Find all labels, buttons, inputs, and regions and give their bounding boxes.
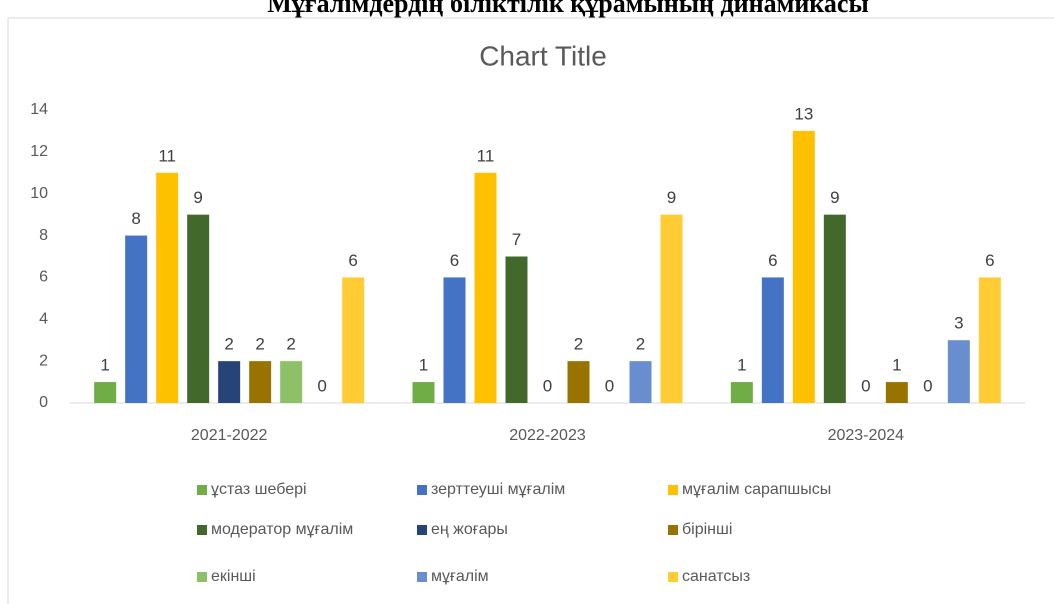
bar	[823, 214, 846, 403]
legend-swatch	[197, 572, 207, 582]
legend-label: ең жоғары	[431, 521, 508, 538]
bar	[505, 256, 528, 403]
bar	[567, 361, 590, 403]
data-label: 9	[830, 188, 839, 207]
bar	[885, 382, 908, 403]
legend-swatch	[668, 572, 678, 582]
legend-label: екінші	[211, 568, 256, 585]
bar	[125, 235, 148, 403]
data-label: 0	[605, 376, 614, 395]
bar	[978, 277, 1001, 403]
data-label: 6	[768, 251, 777, 270]
bar	[342, 277, 365, 403]
data-label: 0	[861, 376, 870, 395]
legend-label: ұстаз шебері	[211, 481, 307, 498]
legend-label: модератор мұғалім	[211, 521, 353, 538]
y-tick-label: 14	[30, 101, 48, 118]
legend-swatch	[668, 525, 678, 535]
data-label: 13	[794, 104, 813, 123]
data-label: 6	[348, 251, 357, 270]
bar	[660, 214, 683, 403]
data-label: 11	[477, 146, 495, 165]
data-label: 0	[317, 376, 326, 395]
legend-swatch	[197, 525, 207, 535]
bar	[730, 382, 753, 403]
bar	[629, 361, 652, 403]
chart-frame	[7, 17, 1054, 604]
data-label: 9	[193, 188, 202, 207]
data-label: 1	[100, 356, 109, 375]
legend-swatch	[417, 572, 427, 582]
data-label: 6	[985, 251, 994, 270]
bar	[412, 382, 435, 403]
y-tick-label: 12	[30, 143, 48, 160]
bar	[947, 340, 970, 403]
x-tick-label: 2021-2022	[191, 427, 268, 444]
chart-title: Chart Title	[479, 40, 607, 71]
x-tick-label: 2022-2023	[509, 427, 586, 444]
legend-label: зерттеуші мұғалім	[431, 481, 565, 498]
data-label: 3	[954, 314, 963, 333]
data-label: 1	[419, 356, 428, 375]
data-label: 1	[737, 356, 746, 375]
y-tick-label: 8	[39, 227, 48, 244]
data-label: 1	[892, 356, 901, 375]
bar	[474, 172, 497, 403]
x-tick-label: 2023-2024	[828, 427, 905, 444]
data-label: 7	[512, 230, 521, 249]
data-label: 11	[158, 146, 176, 165]
y-tick-label: 10	[30, 185, 48, 202]
bar	[218, 361, 241, 403]
data-label: 0	[543, 376, 552, 395]
data-label: 0	[923, 376, 932, 395]
legend-swatch	[668, 485, 678, 495]
data-label: 2	[286, 335, 295, 354]
data-label: 2	[636, 335, 645, 354]
bar	[249, 361, 272, 403]
heading: Мұғалімдердің біліктілік құрамының динам…	[267, 0, 869, 18]
data-label: 6	[450, 251, 459, 270]
legend-swatch	[197, 485, 207, 495]
y-tick-label: 0	[39, 394, 48, 411]
data-label: 2	[255, 335, 264, 354]
legend-swatch	[417, 485, 427, 495]
bar	[94, 382, 117, 403]
data-label: 2	[574, 335, 583, 354]
y-tick-label: 2	[39, 352, 48, 369]
y-tick-label: 6	[39, 269, 48, 286]
bar	[156, 172, 179, 403]
legend-swatch	[417, 525, 427, 535]
data-label: 2	[224, 335, 233, 354]
bar	[761, 277, 784, 403]
bar	[187, 214, 210, 403]
y-tick-label: 4	[39, 311, 48, 328]
legend-label: мұғалім	[431, 568, 489, 585]
bar	[443, 277, 466, 403]
data-label: 8	[131, 209, 140, 228]
data-label: 9	[667, 188, 676, 207]
bar	[792, 130, 815, 403]
legend-label: санатсыз	[682, 568, 750, 585]
bar	[280, 361, 303, 403]
legend-label: бірінші	[682, 521, 732, 538]
legend-label: мұғалім сарапшысы	[682, 481, 831, 498]
